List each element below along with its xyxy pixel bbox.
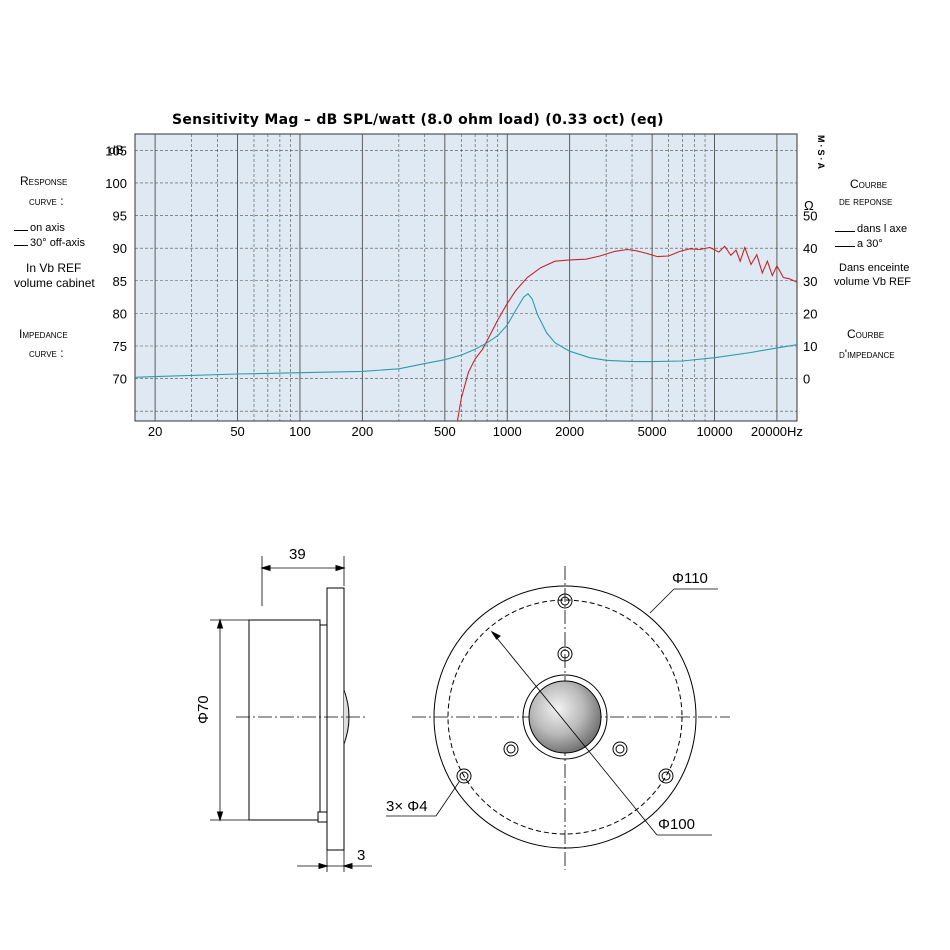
y-left-tick-label: 70 [113, 372, 127, 387]
y-left-tick-label: 75 [113, 339, 127, 354]
side-view [210, 556, 372, 872]
side-body [248, 619, 321, 821]
plot-background [134, 133, 798, 422]
side-dome [343, 689, 350, 745]
dim-holes-label: 3× Φ4 [386, 798, 428, 815]
y-left-tick-label: 95 [113, 209, 127, 224]
x-tick-label: 500 [434, 424, 456, 439]
brand-vertical: M·S·A [816, 135, 826, 171]
dim-70-arrow-top [216, 618, 224, 629]
inner-hole-top [557, 646, 573, 662]
side-flange [326, 587, 345, 851]
label-vb-ref: In Vb REF [26, 261, 82, 275]
y-left-unit: dB [109, 143, 124, 157]
mount-hole-left [456, 768, 472, 784]
label-curve: curve : [29, 194, 64, 208]
legend-a30: a 30° [835, 238, 883, 250]
x-tick-label: 200 [352, 424, 374, 439]
mount-hole-right-inner [661, 771, 671, 781]
label-volume-vb: volume Vb REF [834, 276, 912, 288]
dim-39-label: 39 [289, 546, 306, 563]
y-left-tick-label: 90 [113, 241, 127, 256]
mount-hole-left-inner [459, 771, 469, 781]
dome-icon [528, 680, 602, 754]
label-impedance: Impedance [19, 327, 68, 341]
dim-70-arrow-bottom [216, 811, 224, 822]
legend-off-axis: 30° off-axis [14, 237, 85, 249]
leader-holes [435, 781, 460, 817]
mount-hole-right [658, 768, 674, 784]
y-left-tick-label: 80 [113, 306, 127, 321]
y-right-tick-label: 0 [803, 372, 810, 387]
side-terminal [317, 811, 328, 823]
legend-on-axis: on axis [14, 222, 65, 234]
mount-hole-top [557, 593, 573, 609]
x-tick-label: 20 [148, 424, 162, 439]
y-left-tick-label: 105 [105, 143, 127, 158]
inner-hole-right [612, 741, 628, 757]
inner-hole-left-inner [506, 744, 516, 754]
label-d-impedance: d'impedance [839, 347, 895, 361]
y-right-tick-label: 40 [803, 241, 817, 256]
y-right-tick-label: 10 [803, 339, 817, 354]
dim-70-label: Φ70 [195, 695, 212, 724]
outer-circle [433, 585, 697, 849]
dim-39-arrow-left [260, 564, 271, 572]
label-response: Response [20, 174, 68, 188]
chart-title: Sensitivity Mag – dB SPL/watt (8.0 ohm l… [172, 112, 664, 128]
y-right-tick-label: 50 [803, 209, 817, 224]
inner-hole-right-inner [615, 744, 625, 754]
y-left-tick-label: 85 [113, 274, 127, 289]
mount-hole-top-inner [560, 596, 570, 606]
dim-3-label: 3 [357, 847, 366, 864]
x-tick-label: 50 [230, 424, 244, 439]
leader-100 [491, 631, 658, 836]
plot-area: 20 50 100 200 500 1000 2000 5000 10000 20000Hz105… [105, 133, 817, 439]
y-right-tick-label: 20 [803, 306, 817, 321]
dim-100-label: Φ100 [658, 816, 695, 833]
legend-dans-axe: dans l axe [835, 223, 907, 235]
label-courbe-2: Courbe [847, 327, 885, 341]
series-line-on-axis [456, 245, 798, 422]
dim-3-arrow-left [318, 862, 329, 870]
x-tick-label: 1000 [493, 424, 522, 439]
label-volume-cabinet: volume cabinet [14, 276, 95, 290]
x-tick-label: 2000 [555, 424, 584, 439]
label-courbe: Courbe [850, 177, 888, 191]
label-de-reponse: de reponse [839, 196, 893, 208]
right-axis-unit: Ω [804, 198, 814, 213]
x-tick-label: 5000 [638, 424, 667, 439]
x-tick-label: 20000Hz [751, 424, 803, 439]
leader-100-arrow [490, 630, 501, 640]
frequency-response-chart: 20 50 100 200 500 1000 2000 5000 10000 20000Hz105… [105, 133, 817, 439]
inner-hole-left [503, 741, 519, 757]
face-ring [522, 674, 608, 760]
x-tick-label: 100 [289, 424, 311, 439]
x-tick-label: 10000 [696, 424, 732, 439]
dim-3-arrow-right [342, 862, 353, 870]
label-curve-2: curve : [29, 346, 64, 360]
leader-110 [649, 588, 675, 614]
y-left-tick-label: 100 [105, 176, 127, 191]
label-dans-enceinte: Dans enceinte [839, 262, 910, 274]
series-line-impedance [134, 293, 798, 378]
inner-hole-top-inner [560, 649, 570, 659]
dim-39-arrow-right [335, 564, 346, 572]
y-right-tick-label: 30 [803, 274, 817, 289]
dim-110-label: Φ110 [672, 570, 708, 587]
bolt-circle [447, 599, 683, 835]
